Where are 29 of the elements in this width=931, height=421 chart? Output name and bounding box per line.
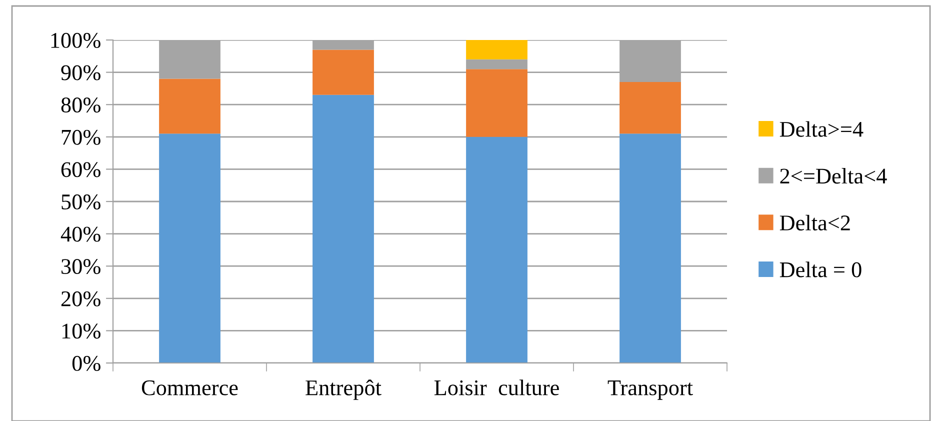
- legend-label: Delta = 0: [780, 262, 862, 278]
- bar: [312, 94, 374, 363]
- y-tick-label: 70%: [62, 130, 100, 145]
- y-tick-label: 30%: [62, 259, 100, 274]
- y-tick-label: 80%: [61, 98, 100, 113]
- x-tick-label: Entrepôt: [306, 380, 382, 400]
- x-tick-label: Transport: [608, 380, 693, 400]
- y-tick-label: 100%: [51, 32, 100, 48]
- bar: [620, 82, 681, 134]
- bar: [466, 136, 528, 363]
- y-tick-label: 90%: [61, 65, 100, 80]
- bar: [159, 134, 220, 363]
- x-tick-label: Loisir culture: [434, 380, 559, 396]
- bar: [466, 40, 528, 60]
- bar: [312, 50, 374, 95]
- y-tick-label: 0%: [72, 356, 100, 371]
- bar: [466, 59, 528, 70]
- legend-label: Delta>=4: [780, 121, 864, 137]
- legend-label: 2<=Delta<4: [780, 168, 887, 184]
- y-tick-label: 50%: [62, 194, 100, 210]
- legend-label: Delta<2: [780, 214, 850, 230]
- y-tick-label: 40%: [60, 226, 100, 242]
- x-tick-label: Commerce: [142, 380, 238, 396]
- bar: [159, 78, 220, 134]
- bar: [620, 134, 681, 363]
- y-tick-label: 10%: [62, 324, 100, 339]
- bar: [466, 69, 528, 137]
- y-tick-label: 60%: [61, 162, 100, 178]
- y-tick-label: 20%: [61, 291, 100, 306]
